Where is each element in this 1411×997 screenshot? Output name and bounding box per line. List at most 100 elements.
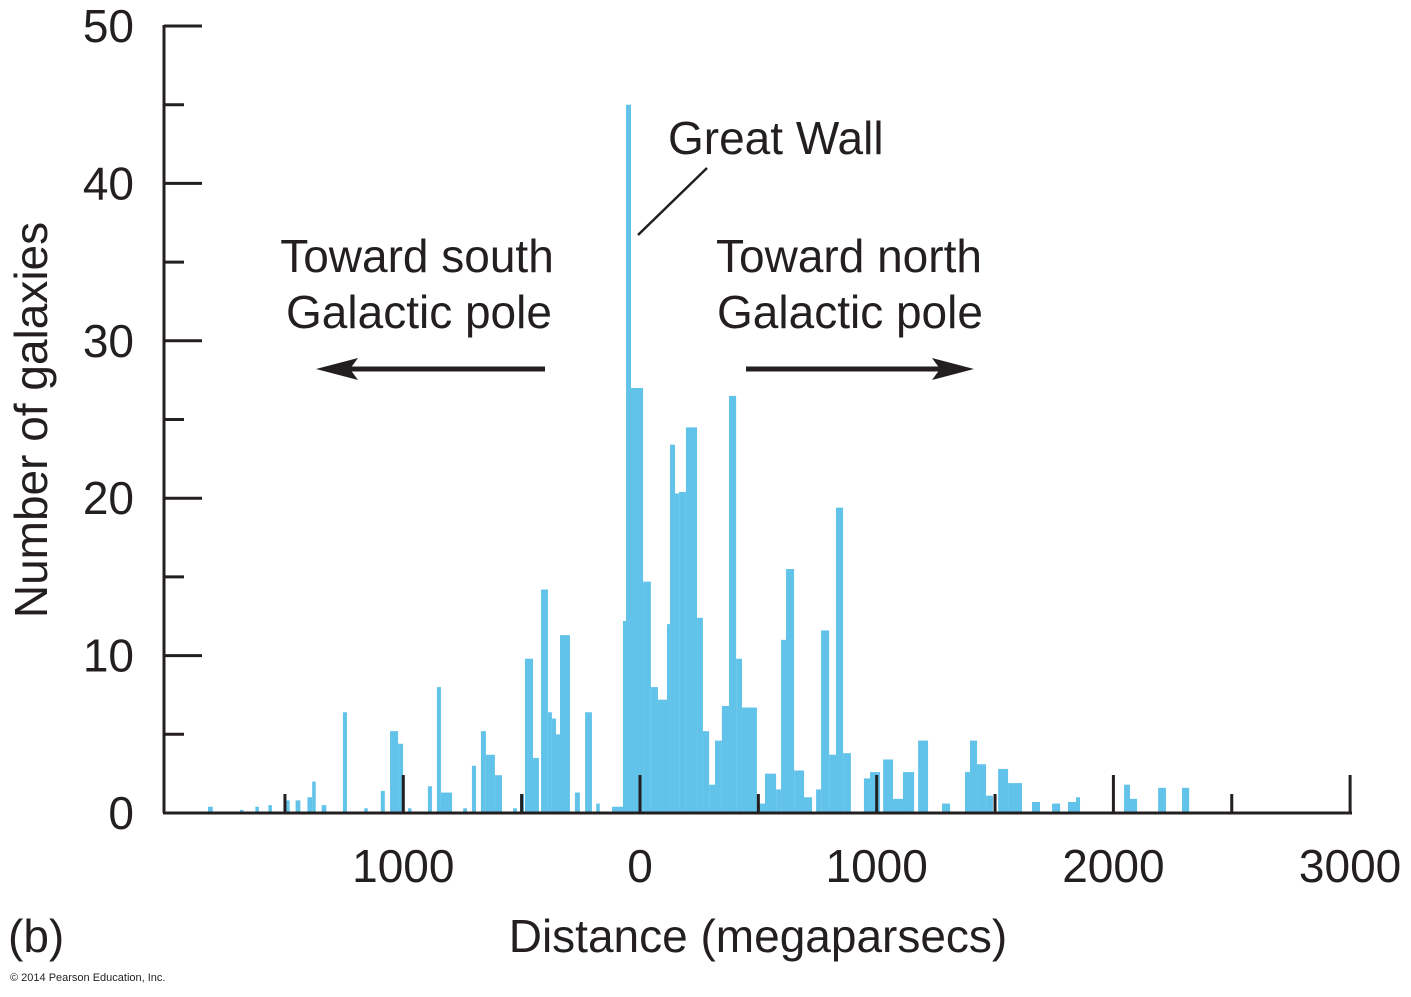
histogram-bar <box>524 658 534 813</box>
histogram-bar <box>756 803 765 813</box>
x-tick-label: 2000 <box>1062 840 1164 892</box>
histogram-bar <box>312 781 316 813</box>
histogram-bar <box>1052 803 1061 813</box>
histogram-bar <box>436 687 441 813</box>
histogram-bar <box>870 772 881 813</box>
ticks-group: 0 10 20 30 40 50 1000 0 1000 2000 3000 <box>83 0 1401 892</box>
histogram-bar <box>685 427 698 813</box>
x-tick-label: 3000 <box>1299 840 1401 892</box>
histogram-bar <box>440 792 453 813</box>
histogram-bar <box>559 635 570 813</box>
histogram-bar <box>321 805 327 813</box>
y-tick-label: 50 <box>83 0 134 52</box>
histogram-bar <box>679 491 686 813</box>
histogram-bar <box>794 770 805 813</box>
histogram-bar <box>1008 783 1023 813</box>
histogram-bar <box>541 589 548 813</box>
histogram-bar <box>742 707 757 813</box>
south-arrow-icon <box>316 358 545 380</box>
copyright-text: © 2014 Pearson Education, Inc. <box>10 972 165 984</box>
panel-label: (b) <box>8 910 64 962</box>
histogram-bar <box>208 806 213 813</box>
histogram-bar <box>863 778 871 813</box>
histogram-bar <box>255 806 259 813</box>
histogram-bar <box>1182 787 1190 813</box>
histogram-bar <box>268 805 272 813</box>
x-tick-label: 0 <box>627 840 653 892</box>
north-label-line2: Galactic pole <box>717 286 983 338</box>
histogram-bar <box>622 620 627 813</box>
histogram-bar <box>286 800 290 813</box>
histogram-bar <box>612 806 623 813</box>
histogram-bar <box>883 759 894 813</box>
histogram-bar <box>398 743 404 813</box>
histogram-bar <box>675 493 680 813</box>
y-tick-label: 20 <box>83 472 134 524</box>
histogram-bar <box>239 809 244 813</box>
histogram-bar <box>670 444 676 813</box>
histogram-bar <box>843 753 851 813</box>
histogram-bar <box>480 731 486 813</box>
histogram-bar <box>574 792 580 813</box>
histogram-bar <box>702 731 710 813</box>
histogram-bar <box>657 699 667 813</box>
histogram-bar <box>969 740 978 813</box>
histogram-bar <box>998 768 1009 813</box>
histogram-bar <box>804 797 813 813</box>
histogram-bar <box>295 800 301 813</box>
y-tick-label: 40 <box>83 157 134 209</box>
histogram-bar <box>650 687 658 813</box>
histogram-bar <box>380 790 385 813</box>
histogram-bar <box>781 639 787 813</box>
histogram-bar <box>643 581 651 813</box>
histogram-bar <box>816 789 822 813</box>
histogram-bar <box>1124 784 1130 813</box>
histogram-bar <box>631 388 644 813</box>
bars-group <box>208 104 1190 813</box>
histogram-bar <box>918 740 929 813</box>
y-tick-label: 0 <box>108 787 134 839</box>
histogram-bar <box>715 740 722 813</box>
histogram-bar <box>1031 801 1041 813</box>
histogram-bar <box>585 712 592 813</box>
histogram-bar <box>829 754 836 813</box>
histogram-bar <box>471 765 476 813</box>
histogram-bar <box>697 617 703 813</box>
histogram-bar <box>513 808 517 813</box>
x-axis-title: Distance (megaparsecs) <box>509 910 1008 962</box>
histogram-bar <box>835 507 844 813</box>
histogram-bar <box>893 798 903 813</box>
y-tick-label: 30 <box>83 315 134 367</box>
histogram-bar <box>776 789 782 813</box>
histogram-bar <box>721 705 729 813</box>
histogram-bar <box>551 718 556 813</box>
histogram-bar <box>666 624 671 813</box>
histogram-bar <box>1129 798 1138 813</box>
histogram-bar <box>555 734 560 813</box>
y-axis-title: Number of galaxies <box>5 222 57 618</box>
histogram-bar <box>1067 801 1077 813</box>
histogram-bar <box>596 803 600 813</box>
north-arrow-icon <box>746 358 974 380</box>
south-label-line2: Galactic pole <box>286 286 552 338</box>
histogram-bar <box>821 630 830 813</box>
histogram-bar <box>533 757 539 813</box>
histogram-bar <box>427 786 432 813</box>
south-label-line1: Toward south <box>280 230 554 282</box>
north-label-line1: Toward north <box>716 230 982 282</box>
histogram-bar <box>977 764 987 813</box>
histogram-bar <box>709 784 716 813</box>
histogram-bar <box>547 712 552 813</box>
histogram-bar <box>463 808 467 813</box>
histogram-bar <box>1158 787 1166 813</box>
histogram-bar <box>364 808 368 813</box>
histogram-bar <box>964 772 970 813</box>
histogram-bar <box>390 731 399 813</box>
histogram-bar <box>902 772 915 813</box>
histogram-bar <box>485 754 495 813</box>
histogram-bar <box>626 104 632 813</box>
histogram-bar <box>728 395 737 813</box>
histogram-bar <box>986 795 993 813</box>
x-tick-label: 1000 <box>826 840 928 892</box>
